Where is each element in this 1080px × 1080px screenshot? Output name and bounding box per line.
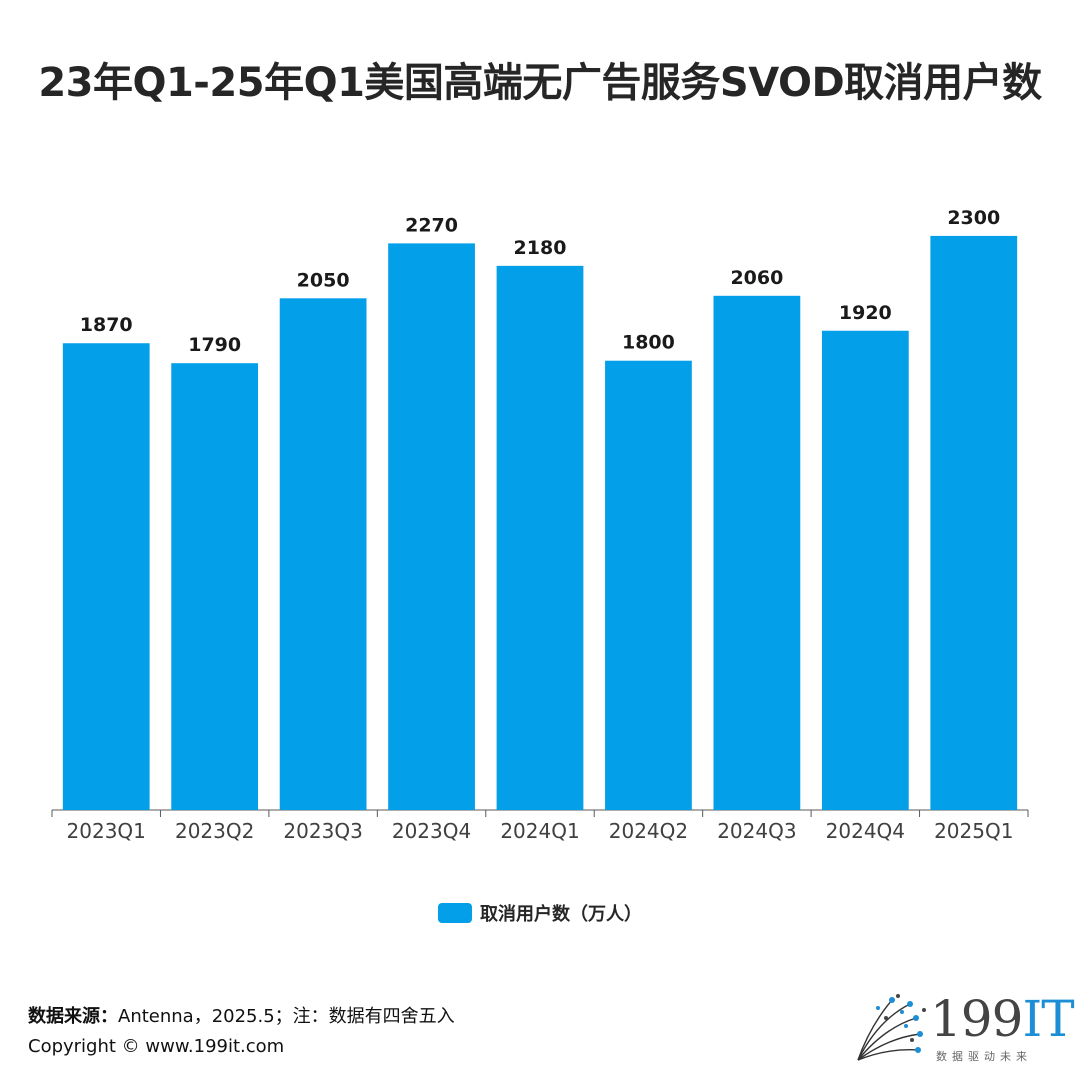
data-label-2023Q1: 1870	[80, 314, 133, 336]
bar-2024Q2	[605, 360, 692, 810]
chart-title: 23年Q1-25年Q1美国高端无广告服务SVOD取消用户数	[38, 60, 1042, 106]
logo-text-main: 199	[930, 990, 1023, 1048]
logo: 199IT 数据驱动未来	[848, 990, 1075, 1070]
legend-label: 取消用户数（万人）	[480, 904, 642, 925]
data-label-2025Q1: 2300	[947, 207, 1000, 229]
bar-chart: 1870 2023Q1 1790 2023Q2 2050 2023Q3 2270 2023Q4…	[51, 207, 1029, 843]
x-tick-label-2024Q2: 2024Q2	[609, 819, 688, 843]
x-tick-label-2023Q2: 2023Q2	[175, 819, 254, 843]
x-tick-label-2024Q1: 2024Q1	[500, 819, 579, 843]
bar-2023Q2	[171, 363, 259, 810]
logo-text-accent: IT	[1022, 990, 1074, 1048]
source-text: Antenna，2025.5；注：数据有四舍五入	[118, 1006, 455, 1027]
data-label-2024Q1: 2180	[514, 237, 567, 259]
x-tick-label-2023Q3: 2023Q3	[283, 819, 362, 843]
bar-2024Q1	[496, 265, 584, 810]
logo-text: 199IT	[930, 990, 1075, 1048]
source-label: 数据来源：	[28, 1006, 118, 1027]
data-label-2024Q3: 2060	[730, 267, 783, 289]
copyright-text: Copyright © www.199it.com	[28, 1036, 285, 1057]
legend: 取消用户数（万人）	[0, 900, 1080, 926]
data-label-2024Q4: 1920	[839, 302, 892, 324]
logo-dots-icon	[857, 994, 926, 1061]
bar-2024Q4	[821, 330, 909, 810]
data-label-2023Q4: 2270	[405, 214, 458, 236]
bar-2023Q3	[279, 298, 367, 810]
data-label-2023Q3: 2050	[297, 269, 350, 291]
bar-2024Q3	[713, 295, 801, 810]
logo-tagline: 数据驱动未来	[936, 1050, 1032, 1063]
bar-2023Q1	[62, 343, 150, 810]
x-tick-label-2024Q4: 2024Q4	[826, 819, 905, 843]
x-tick-label-2024Q3: 2024Q3	[717, 819, 796, 843]
x-tick-label-2025Q1: 2025Q1	[934, 819, 1013, 843]
x-tick-label-2023Q4: 2023Q4	[392, 819, 471, 843]
bar-2025Q1	[930, 235, 1018, 810]
data-label-2023Q2: 1790	[188, 334, 241, 356]
data-label-2024Q2: 1800	[622, 332, 675, 354]
source-note: 数据来源：Antenna，2025.5；注：数据有四舍五入	[28, 1002, 455, 1028]
x-tick-label-2023Q1: 2023Q1	[67, 819, 146, 843]
legend-swatch	[438, 903, 472, 923]
bar-2023Q4	[388, 243, 475, 811]
